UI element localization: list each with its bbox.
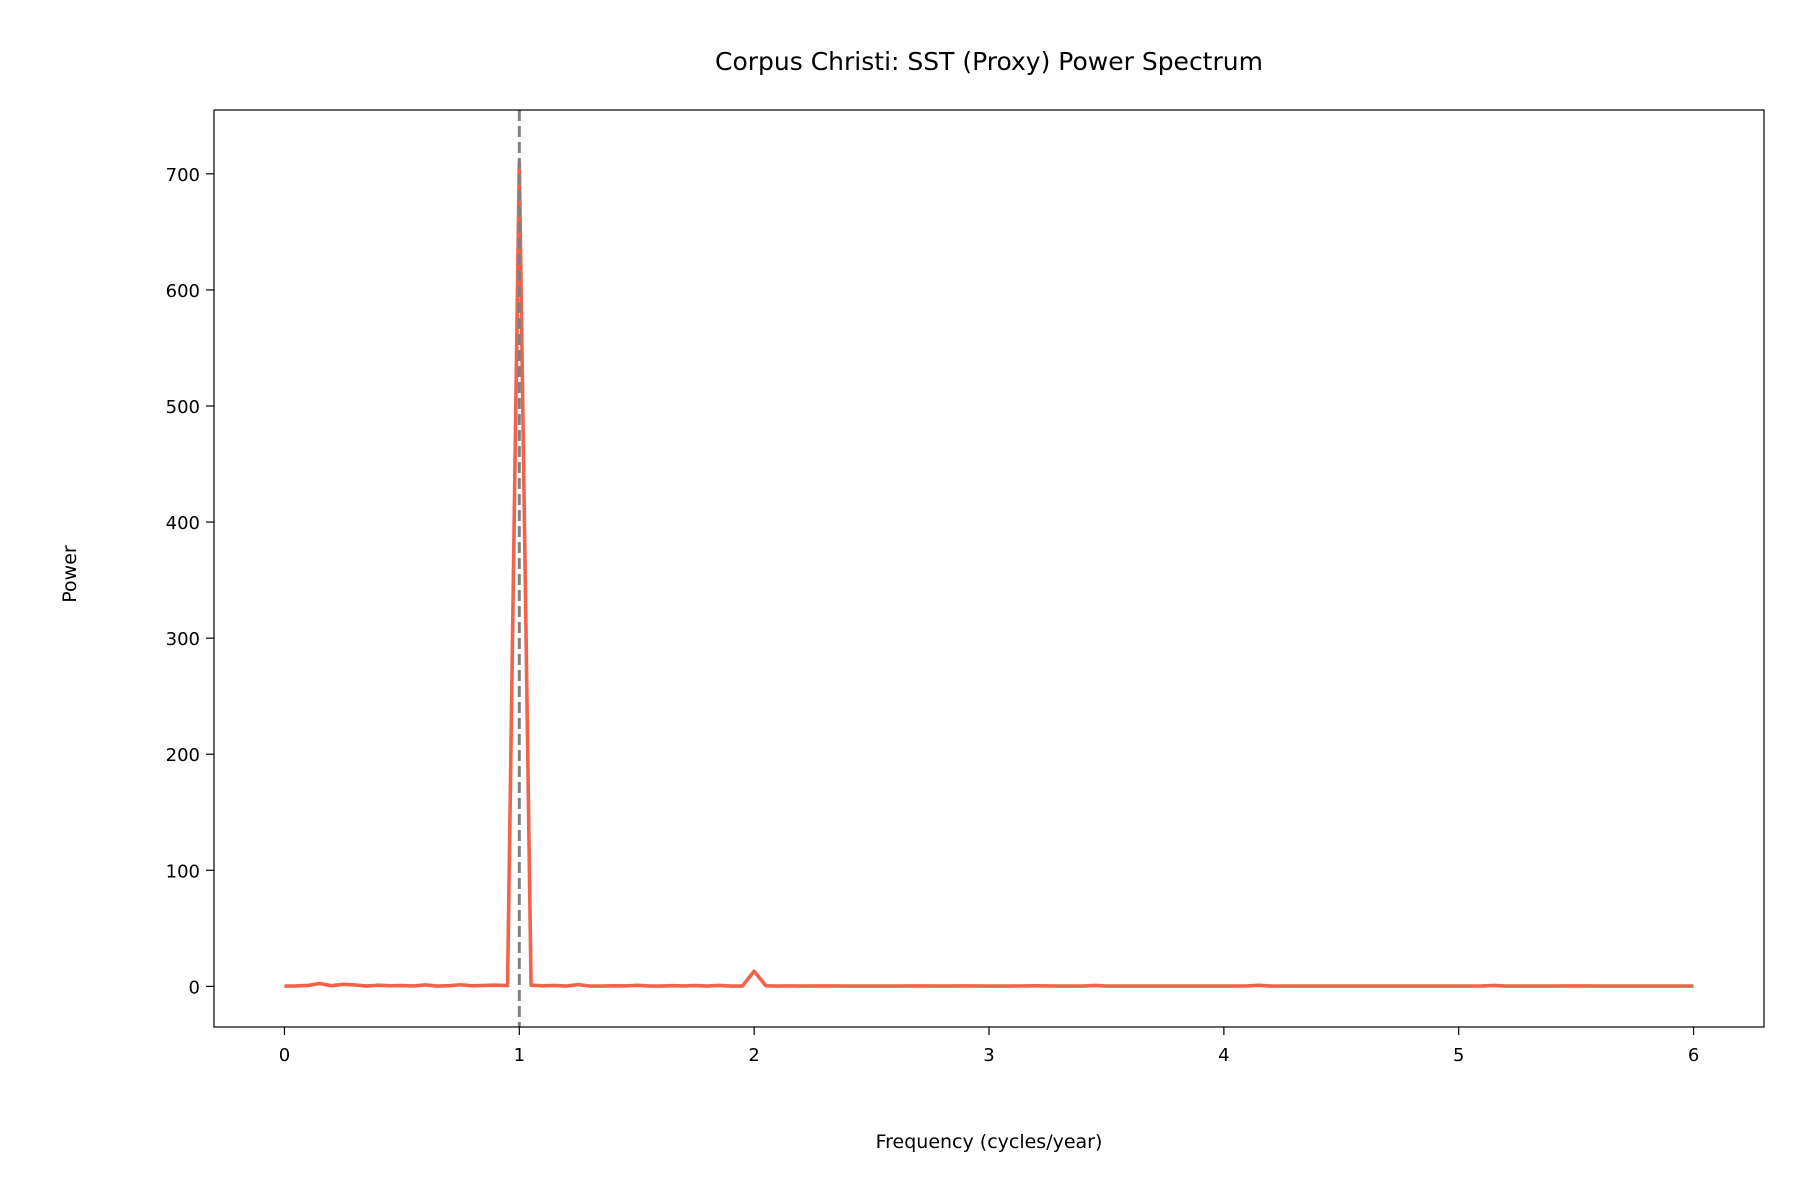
x-tick-label: 2 <box>748 1045 759 1066</box>
series-line-0 <box>284 160 1694 988</box>
x-axis-label: Frequency (cycles/year) <box>876 1131 1103 1153</box>
x-tick-label: 1 <box>514 1045 525 1066</box>
y-axis-label: Power <box>59 545 81 603</box>
y-tick-label: 200 <box>166 745 200 766</box>
chart-title: Corpus Christi: SST (Proxy) Power Spectr… <box>715 47 1263 76</box>
y-tick-label: 400 <box>166 513 200 534</box>
y-tick-label: 500 <box>166 397 200 418</box>
y-tick-label: 700 <box>166 165 200 186</box>
plot-content <box>284 110 1694 1027</box>
y-axis-ticks: 0 100 200 300 400 500 600 700 <box>166 165 214 998</box>
y-tick-label: 600 <box>166 281 200 302</box>
y-tick-label: 100 <box>166 861 200 882</box>
x-tick-label: 4 <box>1218 1045 1229 1066</box>
x-tick-label: 0 <box>279 1045 290 1066</box>
x-tick-label: 6 <box>1688 1045 1699 1066</box>
x-tick-label: 3 <box>983 1045 994 1066</box>
x-tick-label: 5 <box>1453 1045 1464 1066</box>
y-tick-label: 300 <box>166 629 200 650</box>
x-axis-ticks: 0 1 2 3 4 5 6 <box>279 1027 1699 1066</box>
y-tick-label: 0 <box>189 977 200 998</box>
